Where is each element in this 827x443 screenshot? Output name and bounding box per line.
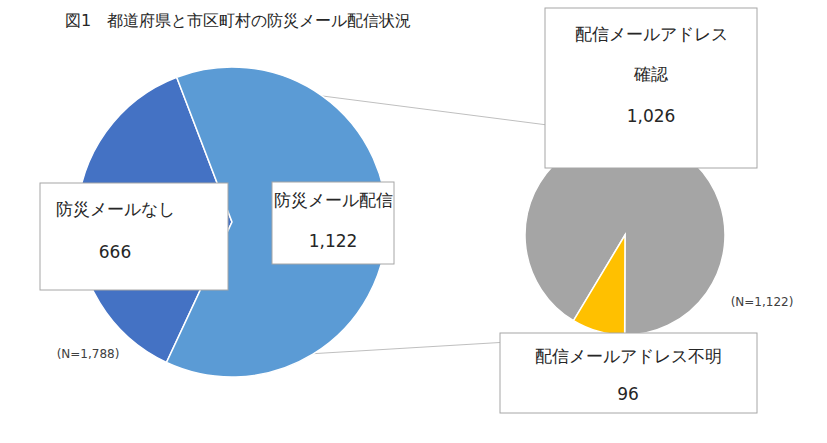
label-box: [272, 182, 394, 264]
annotation: (N=1,122): [731, 295, 794, 309]
value-label: 1,026: [627, 106, 676, 126]
data-label: 防災メールなし 666: [40, 183, 228, 290]
data-label: 配信メールアドレス確認 1,026: [545, 8, 757, 168]
pie-slice: [573, 235, 625, 335]
annotation: (N=1,788): [57, 347, 120, 361]
category-label: 配信メールアドレス不明: [535, 346, 722, 366]
chart: 図1 都道府県と市区町村の防災メール配信状況 (N=1,788) 防災メールなし 66…: [0, 0, 827, 443]
data-label: 配信メールアドレス不明 96: [500, 333, 757, 413]
value-label: 666: [99, 242, 131, 262]
title: 図1 都道府県と市区町村の防災メール配信状況: [65, 11, 411, 30]
category-label-line: 確認: [633, 64, 668, 84]
category-label-line: 配信メールアドレス: [575, 24, 728, 44]
label-box: [40, 183, 228, 290]
value-label: 96: [617, 384, 639, 404]
label-box: [500, 333, 757, 413]
category-label: 配信メールアドレス確認: [575, 24, 728, 84]
category-label: 防災メールなし: [56, 199, 175, 219]
value-label: 1,122: [309, 231, 358, 251]
category-label: 防災メール配信: [274, 190, 393, 210]
data-label: 防災メール配信 1,122: [272, 182, 394, 264]
label-box: [545, 8, 757, 168]
